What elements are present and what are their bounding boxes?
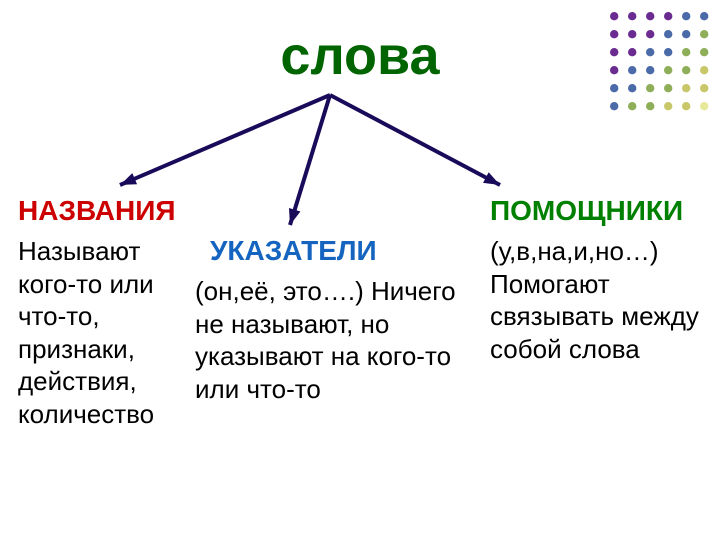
- desc-pointers: (он,её, это….) Ничего не называют, но ук…: [195, 275, 485, 405]
- heading-helpers: ПОМОЩНИКИ: [490, 195, 683, 227]
- heading-pointers: УКАЗАТЕЛИ: [210, 235, 377, 267]
- desc-helpers: (у,в,на,и,но…) Помогают связывать между …: [490, 235, 720, 365]
- desc-names: Называют кого-то или что-то, признаки, д…: [18, 235, 176, 430]
- heading-names: НАЗВАНИЯ: [18, 195, 176, 227]
